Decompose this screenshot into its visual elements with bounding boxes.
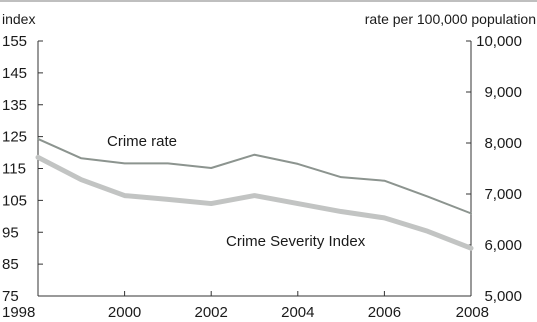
right-tick-label: 7,000 bbox=[484, 186, 522, 203]
left-tick-label: 105 bbox=[2, 192, 27, 209]
x-tick-label: 2008 bbox=[456, 304, 489, 321]
x-tick-label: 1998 bbox=[2, 304, 35, 321]
series-label-crime-rate: Crime rate bbox=[107, 133, 177, 150]
left-tick-label: 125 bbox=[2, 129, 27, 146]
left-axis-unit-label: index bbox=[2, 11, 35, 27]
right-tick-label: 8,000 bbox=[484, 135, 522, 152]
right-tick-label: 9,000 bbox=[484, 84, 522, 101]
right-tick-label: 6,000 bbox=[484, 237, 522, 254]
left-tick-label: 145 bbox=[2, 65, 27, 82]
x-tick-label: 2004 bbox=[281, 304, 314, 321]
x-tick-label: 2006 bbox=[368, 304, 401, 321]
left-tick-label: 75 bbox=[2, 288, 19, 305]
right-axis-unit-label: rate per 100,000 population bbox=[365, 11, 536, 27]
left-tick-label: 85 bbox=[2, 256, 19, 273]
x-tick-label: 2002 bbox=[195, 304, 228, 321]
left-tick-label: 115 bbox=[2, 161, 26, 178]
left-tick-label: 95 bbox=[2, 224, 19, 241]
series-label-crime-severity-index: Crime Severity Index bbox=[226, 233, 366, 250]
series-line-crime-rate bbox=[37, 137, 472, 215]
right-tick-label: 10,000 bbox=[476, 33, 522, 50]
left-tick-label: 135 bbox=[2, 97, 27, 114]
right-tick-label: 5,000 bbox=[484, 288, 522, 305]
series-line-crime-severity-index bbox=[35, 154, 474, 251]
x-tick-label: 2000 bbox=[108, 304, 141, 321]
series-layer bbox=[35, 137, 474, 251]
left-tick-label: 155 bbox=[2, 33, 27, 50]
